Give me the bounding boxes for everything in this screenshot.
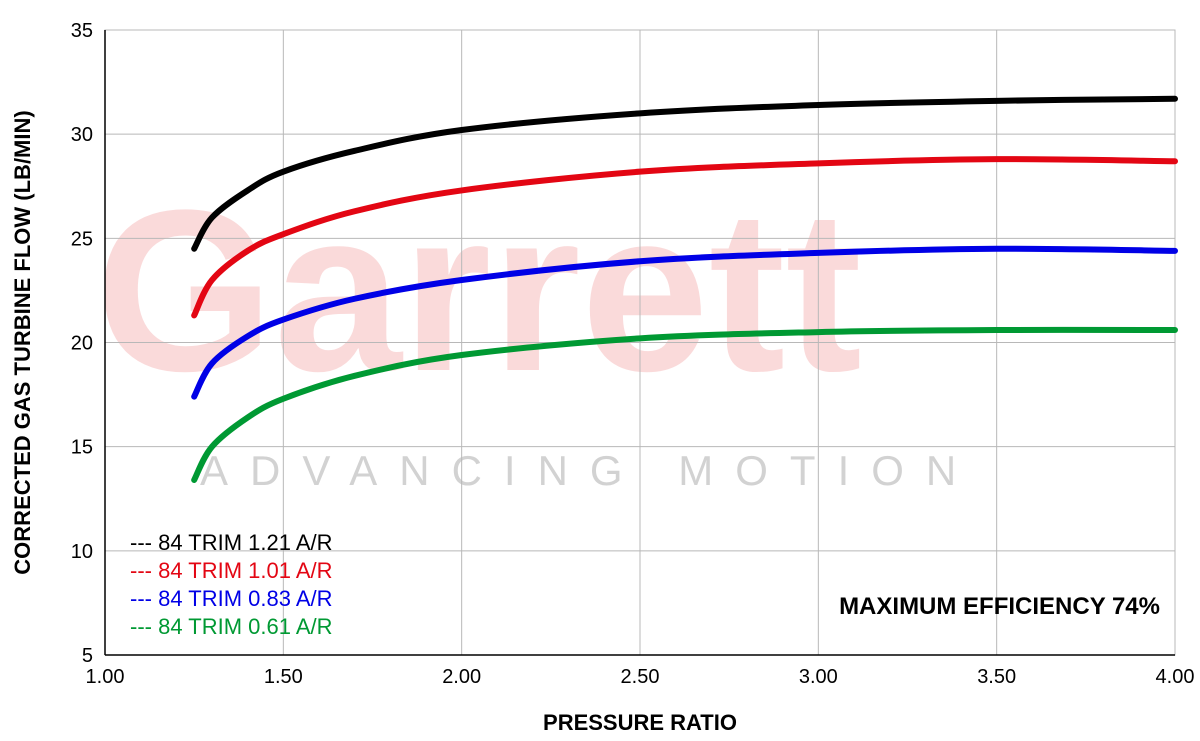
x-tick-label: 1.50: [264, 666, 303, 688]
legend-item: --- 84 TRIM 0.83 A/R: [130, 586, 333, 611]
y-tick-label: 25: [71, 228, 93, 250]
x-tick-label: 2.00: [442, 666, 481, 688]
y-tick-label: 35: [71, 20, 93, 42]
y-tick-label: 30: [71, 124, 93, 146]
legend-item: --- 84 TRIM 0.61 A/R: [130, 614, 333, 639]
legend-item: --- 84 TRIM 1.01 A/R: [130, 558, 333, 583]
y-tick-label: 20: [71, 333, 93, 355]
y-tick-label: 15: [71, 437, 93, 459]
y-tick-label: 5: [82, 645, 93, 667]
y-axis-label: CORRECTED GAS TURBINE FLOW (LB/MIN): [10, 110, 35, 574]
y-tick-label: 10: [71, 541, 93, 563]
x-tick-label: 3.50: [977, 666, 1016, 688]
x-tick-label: 1.00: [86, 666, 125, 688]
x-tick-label: 4.00: [1156, 666, 1195, 688]
legend-item: --- 84 TRIM 1.21 A/R: [130, 530, 333, 555]
max-efficiency-note: MAXIMUM EFFICIENCY 74%: [839, 593, 1160, 620]
x-tick-label: 3.00: [799, 666, 838, 688]
watermark-tagline: ADVANCING MOTION: [200, 447, 978, 494]
x-tick-label: 2.50: [621, 666, 660, 688]
watermark-brand: Garrett: [95, 162, 862, 419]
x-axis-label: PRESSURE RATIO: [543, 710, 737, 735]
chart-svg: Garrett ADVANCING MOTION 1.00 1.50 2.00 2.50 3…: [0, 0, 1200, 741]
turbine-flow-chart: Garrett ADVANCING MOTION 1.00 1.50 2.00 2.50 3…: [0, 0, 1200, 741]
